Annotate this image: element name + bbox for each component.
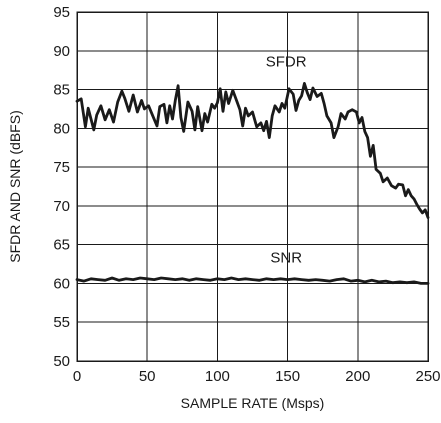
y-tick-label: 65: [53, 237, 70, 254]
grid: [77, 12, 428, 361]
x-tick-label: 50: [139, 368, 156, 385]
plot-area: [75, 82, 430, 285]
x-tick-label: 200: [345, 368, 370, 385]
series-label-sfdr: SFDR: [266, 53, 307, 70]
y-tick-label: 75: [53, 159, 70, 176]
y-tick-label: 55: [53, 314, 70, 331]
series-label-snr: SNR: [270, 250, 302, 267]
x-tick-label: 150: [275, 368, 300, 385]
plot-frame: [76, 11, 429, 362]
y-tick-label: 95: [53, 4, 70, 21]
y-tick-label: 70: [53, 198, 70, 215]
y-axis-title: SFDR AND SNR (dBFS): [7, 110, 23, 262]
x-tick-label: 0: [73, 368, 81, 385]
x-tick-label: 250: [415, 368, 440, 385]
series-line-snr: [75, 276, 430, 285]
y-tick-label: 90: [53, 43, 70, 60]
series-line-sfdr: [75, 82, 430, 219]
series-annotations: SFDR SNR: [266, 53, 307, 266]
x-axis-title: SAMPLE RATE (Msps): [181, 395, 325, 411]
x-tick-label: 100: [205, 368, 230, 385]
y-tick-label: 80: [53, 120, 70, 137]
y-tick-label: 60: [53, 275, 70, 292]
y-tick-label: 50: [53, 353, 70, 370]
y-tick-label: 85: [53, 82, 70, 99]
